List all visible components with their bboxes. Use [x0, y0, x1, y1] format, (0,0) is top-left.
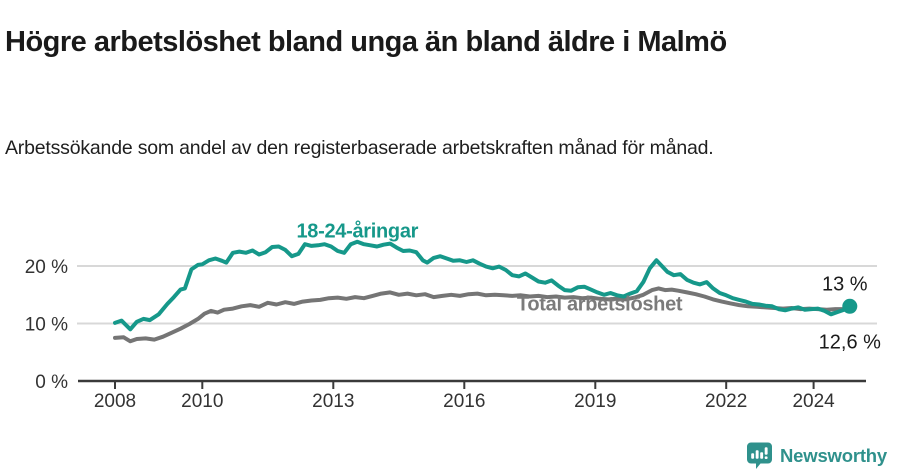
- series-label-total: Total arbetslöshet: [517, 293, 683, 315]
- end-dot-young: [842, 298, 858, 314]
- page-title: Högre arbetslöshet bland unga än bland ä…: [5, 26, 727, 59]
- newsworthy-brand-link[interactable]: Newsworthy: [746, 441, 887, 471]
- x-tick-label: 2010: [181, 391, 223, 412]
- brand-name: Newsworthy: [780, 445, 887, 466]
- logo-bar-2: [755, 450, 759, 459]
- end-value-label-total: 12,6 %: [819, 332, 881, 354]
- x-tick-label: 2024: [792, 391, 835, 412]
- logo-bubble-shape: [747, 442, 772, 469]
- x-tick-label: 2022: [705, 391, 747, 412]
- newsworthy-logo-icon: [747, 442, 772, 469]
- x-tick-label: 2019: [574, 391, 616, 412]
- y-tick-label: 0 %: [35, 372, 68, 393]
- y-tick-label: 20 %: [25, 257, 68, 278]
- chart-subtitle: Arbetssökande som andel av den registerb…: [5, 136, 714, 159]
- logo-bar-3: [760, 452, 764, 459]
- end-value-label-young: 13 %: [822, 273, 868, 295]
- logo-exclamation-bar: [764, 447, 768, 455]
- series-label-young: 18-24-åringar: [296, 219, 418, 242]
- series-line-total: [113, 286, 852, 344]
- x-tick-label: 2016: [443, 391, 485, 412]
- x-tick-label: 2013: [312, 391, 354, 412]
- logo-bar-1: [751, 453, 755, 459]
- series-line-young: [113, 239, 852, 332]
- unemployment-line-chart: 0 % 10 % 20 % 2008 2010 2013 2016 2019 2022 2024 T…: [25, 219, 881, 412]
- y-tick-label: 10 %: [25, 315, 68, 336]
- logo-exclamation-dot: [764, 456, 768, 459]
- x-tick-label: 2008: [94, 391, 136, 412]
